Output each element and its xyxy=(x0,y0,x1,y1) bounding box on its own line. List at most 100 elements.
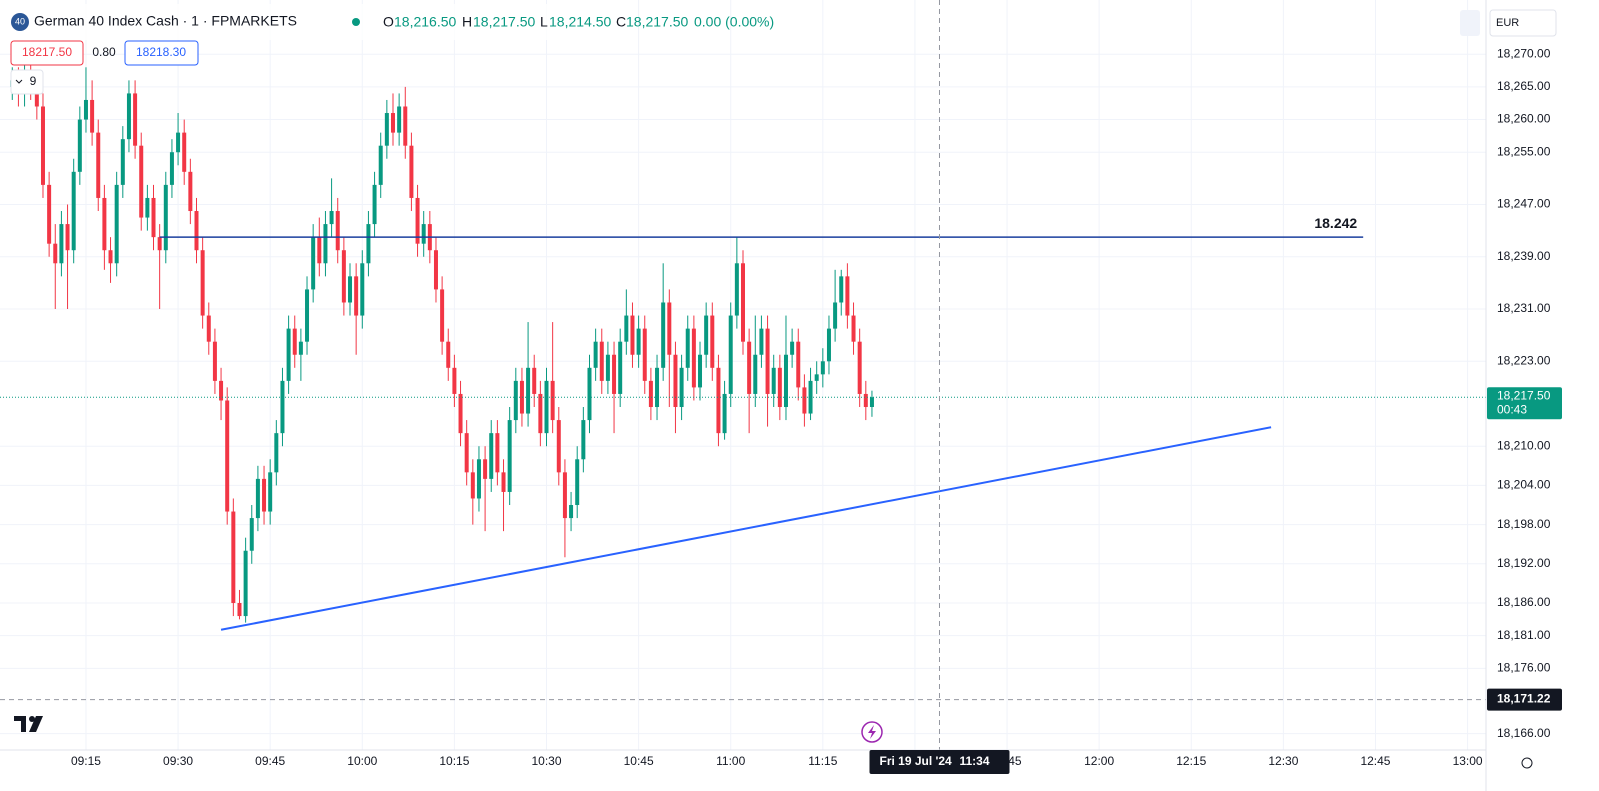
trend-line xyxy=(220,426,1272,631)
crosshair-price-box xyxy=(1487,688,1562,711)
candle-body xyxy=(433,250,438,290)
candle-body xyxy=(225,400,230,512)
ohlc-value: 18,217.50 xyxy=(626,14,688,30)
candle-body xyxy=(53,243,58,264)
candle-body xyxy=(157,237,162,251)
candle-body xyxy=(255,478,260,519)
candle-body xyxy=(630,315,635,355)
candle-body xyxy=(483,459,488,479)
last-price: 18,217.50 xyxy=(1497,388,1551,402)
crosshair-date: Fri 19 Jul '24 xyxy=(879,754,952,768)
candle-body xyxy=(833,302,838,329)
candle-body xyxy=(741,263,745,342)
legend-bg xyxy=(0,4,560,40)
crosshair-time: 11:34 xyxy=(959,754,989,768)
candle-body xyxy=(519,380,524,414)
candle-body xyxy=(151,197,156,238)
candle-body xyxy=(869,397,874,408)
candle-body xyxy=(126,93,131,140)
ohlc-value: 18,217.50 xyxy=(473,14,535,30)
candle-body xyxy=(311,237,316,290)
icon-bolt xyxy=(868,725,876,739)
candle-body xyxy=(820,361,825,375)
candle-body xyxy=(163,184,168,251)
countdown: 00:43 xyxy=(1497,402,1527,416)
candle-body xyxy=(169,152,174,185)
candle-body xyxy=(83,99,88,120)
candle-body xyxy=(200,250,205,316)
indicators-toggle[interactable] xyxy=(10,69,44,95)
tv-logo xyxy=(14,716,43,732)
candle-body xyxy=(65,224,70,251)
candle-body xyxy=(526,367,531,414)
candle-body xyxy=(120,139,125,185)
candle-body xyxy=(636,328,641,355)
candle-body xyxy=(796,341,801,388)
candle-body xyxy=(679,367,684,408)
bid-box[interactable] xyxy=(10,40,84,66)
settings-icon[interactable] xyxy=(1521,757,1533,769)
y-tick-label: 18,239.00 xyxy=(1497,249,1551,263)
y-tick-label: 18,223.00 xyxy=(1497,353,1551,367)
candle-body xyxy=(40,106,45,185)
candle-body xyxy=(397,106,402,133)
candle-body xyxy=(262,478,267,512)
candle-body xyxy=(409,145,414,198)
candle-body xyxy=(348,276,353,303)
x-tick-label: 12:00 xyxy=(1084,754,1114,768)
logo-part xyxy=(14,716,26,732)
candle-body xyxy=(274,433,279,473)
ask-box[interactable] xyxy=(124,40,199,66)
news-icon[interactable] xyxy=(861,721,883,743)
bid: 18217.50 xyxy=(22,45,72,59)
ohlc-key: L xyxy=(540,14,548,30)
candle-body xyxy=(857,341,862,394)
candle-body xyxy=(335,211,340,251)
y-tick-label: 18,260.00 xyxy=(1497,112,1551,126)
candle-body xyxy=(292,328,297,355)
axes: 18,270.00 18,265.00 18,260.00 18,255.00 18,2… xyxy=(71,46,1562,774)
candle-body xyxy=(532,367,537,394)
candle-body xyxy=(845,276,850,316)
ohlc-key: O xyxy=(383,14,394,30)
candle-body xyxy=(618,341,623,394)
candle-body xyxy=(354,276,359,316)
candle-body xyxy=(206,315,211,342)
x-tick-label: 10:00 xyxy=(347,754,377,768)
currency-box[interactable] xyxy=(1489,9,1557,37)
candle-body xyxy=(329,211,334,225)
candle-body xyxy=(464,433,469,473)
candle-body xyxy=(777,367,782,408)
candle-body xyxy=(77,119,82,172)
candle-body xyxy=(176,132,181,153)
y-tick-label: 18,265.00 xyxy=(1497,79,1551,93)
candle-body xyxy=(390,113,395,133)
candle-body xyxy=(305,289,310,342)
ohlc-key: H xyxy=(462,14,472,30)
currency: EUR xyxy=(1496,17,1519,29)
candle-body xyxy=(219,380,224,401)
ask: 18218.30 xyxy=(136,45,186,59)
x-tick-label: 10:30 xyxy=(531,754,561,768)
candle-body xyxy=(366,224,371,264)
candle-body xyxy=(280,380,285,434)
candle-body xyxy=(661,302,666,368)
chevron xyxy=(15,79,23,84)
change: 0.00 (0.00%) xyxy=(694,14,774,30)
candle-body xyxy=(139,145,144,218)
symbol: German 40 Index Cash · 1 · FPMARKETS xyxy=(34,13,297,29)
candle-body xyxy=(446,341,451,368)
ohlc-value: 18,216.50 xyxy=(394,14,456,30)
candle-body xyxy=(612,354,617,394)
candle-body xyxy=(102,197,107,251)
candle-body xyxy=(495,433,500,473)
y-tick-label: 18,270.00 xyxy=(1497,46,1551,60)
x-tick-label: 09:30 xyxy=(163,754,193,768)
toolbar-button[interactable] xyxy=(1460,10,1480,36)
candle-body xyxy=(863,393,868,408)
x-tick-label: 09:45 xyxy=(255,754,285,768)
y-tick-label: 18,176.00 xyxy=(1497,661,1551,675)
candle-body xyxy=(642,328,647,381)
candle-body xyxy=(243,550,248,617)
